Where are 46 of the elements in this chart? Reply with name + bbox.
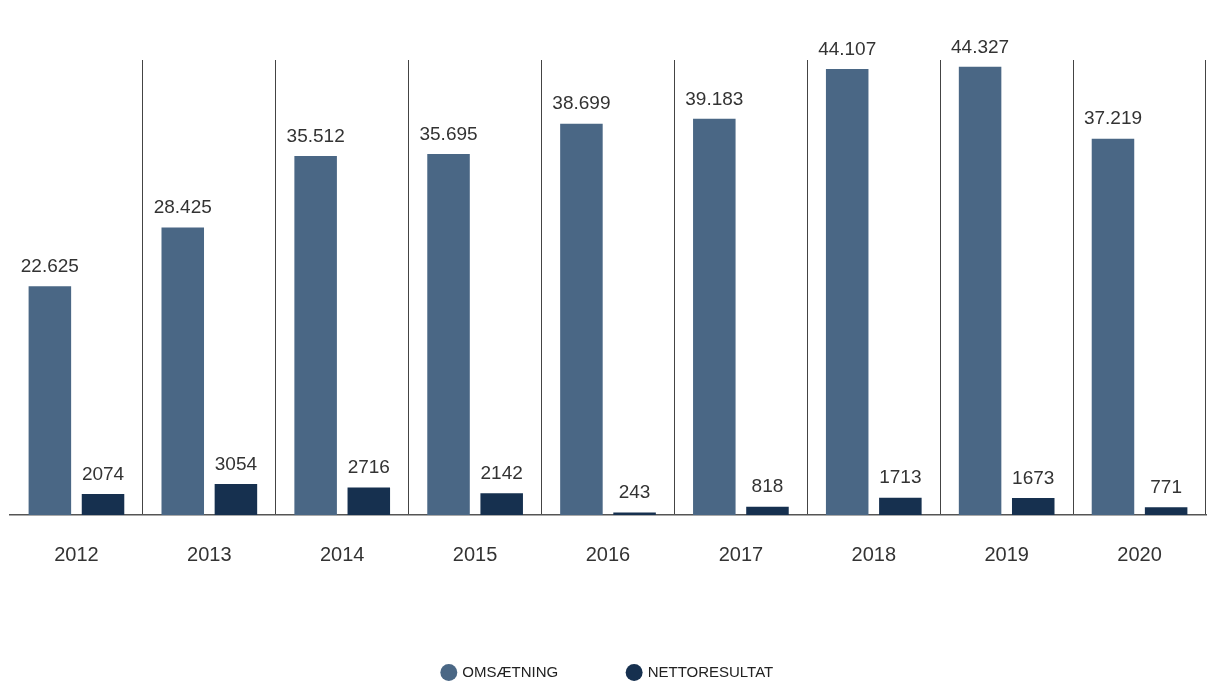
bar bbox=[693, 118, 736, 515]
data-label: 3054 bbox=[214, 452, 258, 474]
x-tick-label: 2019 bbox=[984, 542, 1029, 565]
data-label: 771 bbox=[1150, 475, 1182, 497]
data-label: 818 bbox=[751, 475, 784, 497]
bar bbox=[1011, 498, 1055, 515]
data-label: 243 bbox=[618, 481, 651, 503]
data-label: 39.183 bbox=[685, 87, 744, 109]
x-tick-label: 2012 bbox=[54, 542, 99, 565]
x-tick-label: 2013 bbox=[187, 542, 232, 565]
data-label: 44.327 bbox=[951, 35, 1010, 57]
x-tick-label: 2018 bbox=[851, 542, 897, 565]
data-label: 35.695 bbox=[419, 122, 478, 144]
bar bbox=[480, 493, 523, 515]
bar bbox=[161, 227, 205, 515]
bar bbox=[347, 487, 391, 515]
bar bbox=[879, 497, 922, 515]
legend-label: OMSÆTNING bbox=[462, 662, 559, 680]
x-tick-label: 2016 bbox=[585, 542, 631, 565]
bar bbox=[1091, 138, 1135, 515]
bar bbox=[294, 155, 337, 515]
bar bbox=[1144, 507, 1188, 515]
x-tick-label: 2020 bbox=[1117, 542, 1162, 565]
data-label: 38.699 bbox=[552, 92, 611, 114]
legend-label: NETTORESULTAT bbox=[647, 662, 774, 680]
data-label: 1673 bbox=[1012, 466, 1055, 488]
x-tick-label: 2015 bbox=[452, 542, 498, 565]
data-label: 2716 bbox=[347, 456, 390, 478]
bar bbox=[825, 69, 869, 515]
x-tick-label: 2017 bbox=[718, 542, 764, 565]
data-label: 2142 bbox=[480, 462, 523, 484]
data-label: 37.219 bbox=[1083, 107, 1143, 129]
data-label: 35.512 bbox=[286, 124, 345, 146]
data-label: 28.425 bbox=[153, 196, 212, 218]
bar bbox=[214, 484, 258, 515]
bar bbox=[560, 123, 603, 515]
bar bbox=[427, 154, 470, 515]
data-label: 44.107 bbox=[818, 37, 877, 59]
bar bbox=[746, 506, 789, 515]
data-label: 2074 bbox=[81, 462, 125, 484]
data-label: 22.625 bbox=[20, 254, 79, 276]
bar bbox=[81, 494, 125, 515]
data-label: 1713 bbox=[879, 466, 922, 488]
bar bbox=[958, 66, 1002, 515]
x-tick-label: 2014 bbox=[319, 542, 365, 565]
bar bbox=[28, 286, 72, 515]
